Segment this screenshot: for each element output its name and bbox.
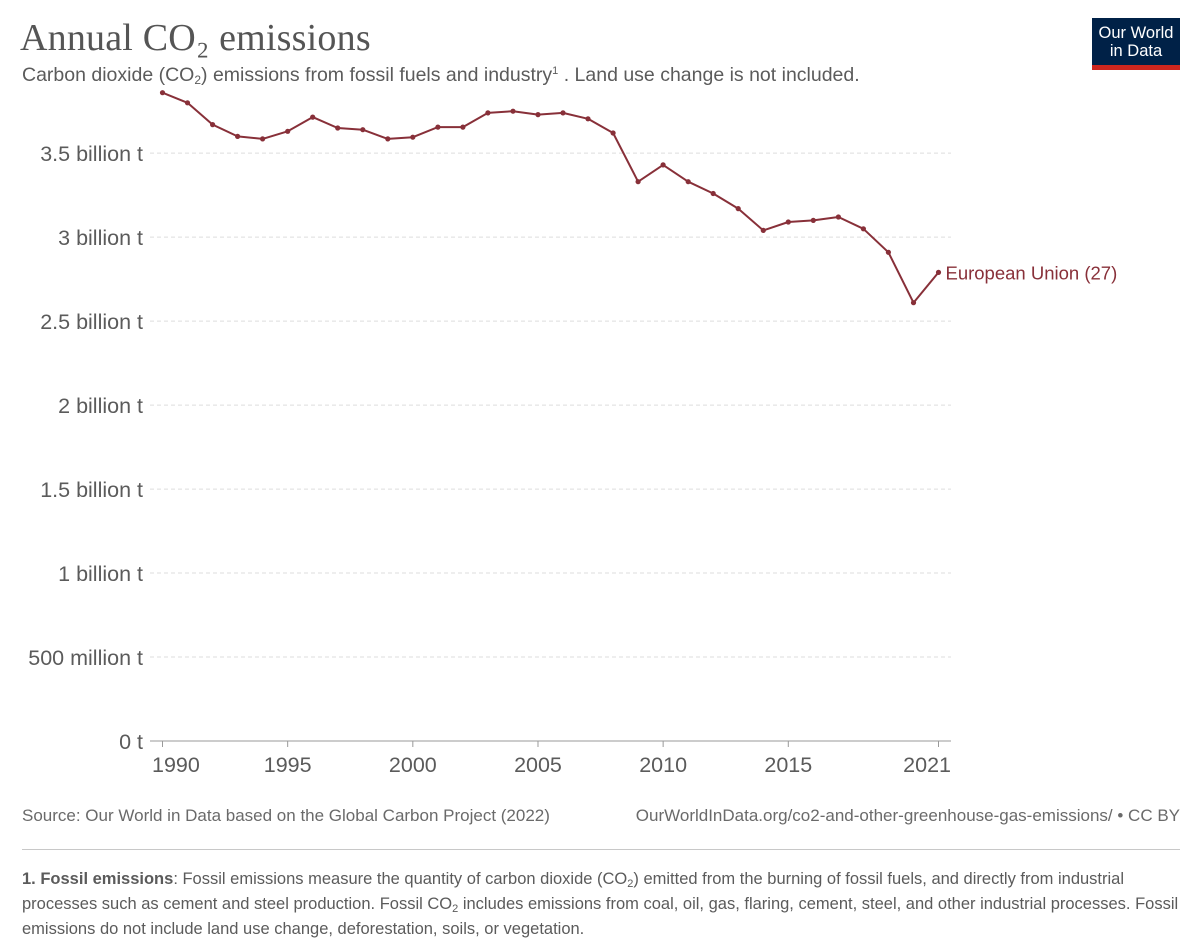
x-tick-label: 2021 bbox=[903, 753, 951, 777]
data-point bbox=[510, 108, 516, 114]
data-point bbox=[710, 190, 716, 197]
data-point bbox=[660, 162, 666, 168]
x-tick-label: 2010 bbox=[639, 753, 687, 777]
data-point bbox=[585, 116, 591, 122]
logo-accent-bar bbox=[1092, 65, 1180, 70]
owid-logo[interactable]: Our World in Data bbox=[1092, 18, 1180, 70]
data-point bbox=[184, 100, 191, 106]
subtitle-text: . Land use change is not included. bbox=[558, 64, 860, 86]
data-point bbox=[235, 133, 241, 139]
chart-title: Annual CO₂ emissions bbox=[20, 17, 371, 59]
data-point bbox=[360, 127, 366, 133]
gridlines bbox=[150, 152, 951, 658]
y-tick-label: 500 million t bbox=[28, 646, 143, 670]
footnote-text: includes emissions from coal, oil, gas, … bbox=[22, 895, 1179, 938]
series-line bbox=[162, 91, 940, 304]
line-chart: 0 t 500 million t 1 billion t 1.5 billion t… bbox=[28, 90, 1117, 777]
footnote-subscript: 2 bbox=[452, 903, 459, 915]
data-point bbox=[810, 217, 816, 223]
x-tick-label: 2005 bbox=[514, 753, 562, 777]
data-point bbox=[560, 110, 566, 116]
data-point bbox=[435, 124, 441, 130]
data-point bbox=[410, 134, 416, 140]
data-point bbox=[310, 114, 316, 120]
data-point bbox=[735, 206, 741, 212]
y-tick-label: 3 billion t bbox=[58, 226, 143, 250]
footnote-reference[interactable]: 1 bbox=[552, 65, 559, 77]
footnote-subscript: 2 bbox=[627, 878, 634, 890]
x-tick-label: 1990 bbox=[152, 753, 200, 777]
data-point bbox=[260, 136, 266, 142]
data-point bbox=[335, 125, 341, 131]
data-point bbox=[159, 90, 166, 96]
data-point bbox=[885, 249, 892, 255]
footer-divider bbox=[22, 849, 1180, 850]
data-point bbox=[760, 227, 766, 233]
y-tick-label: 1.5 billion t bbox=[40, 478, 143, 502]
y-tick-label: 3.5 billion t bbox=[40, 142, 143, 166]
data-point bbox=[535, 112, 541, 118]
y-tick-label: 0 t bbox=[119, 730, 143, 754]
data-point bbox=[610, 130, 616, 136]
y-tick-label: 2 billion t bbox=[58, 394, 143, 418]
axes: 0 t 500 million t 1 billion t 1.5 billion t… bbox=[28, 142, 951, 777]
data-point bbox=[685, 179, 691, 185]
footnote-label: 1. Fossil emissions bbox=[22, 870, 174, 888]
series-layer: European Union (27) bbox=[159, 90, 1117, 306]
x-tick-label: 2015 bbox=[764, 753, 812, 777]
x-tick-label: 1995 bbox=[264, 753, 312, 777]
data-point bbox=[835, 214, 842, 220]
data-point bbox=[385, 136, 391, 142]
data-point bbox=[935, 269, 942, 275]
chart-subtitle: Carbon dioxide (CO2) emissions from foss… bbox=[22, 64, 860, 87]
subtitle-text: ) emissions from fossil fuels and indust… bbox=[201, 64, 553, 86]
data-point bbox=[860, 226, 867, 232]
source-note: Source: Our World in Data based on the G… bbox=[22, 806, 550, 825]
footnote: 1. Fossil emissions: Fossil emissions me… bbox=[22, 869, 1182, 939]
y-tick-label: 1 billion t bbox=[58, 562, 143, 586]
data-point bbox=[285, 128, 291, 134]
data-point bbox=[785, 219, 791, 225]
footnote-text: ) emitted from the burning of fossil fue… bbox=[22, 870, 1125, 913]
data-point bbox=[460, 124, 466, 130]
data-point bbox=[210, 122, 216, 128]
subtitle-text: Carbon dioxide (CO bbox=[22, 64, 195, 86]
x-tick-label: 2000 bbox=[389, 753, 437, 777]
y-tick-label: 2.5 billion t bbox=[40, 310, 143, 334]
footnote-text: : Fossil emissions measure the quantity … bbox=[173, 870, 628, 888]
source-link[interactable]: OurWorldInData.org/co2-and-other-greenho… bbox=[635, 806, 1180, 825]
logo-line-1: Our World bbox=[1098, 24, 1174, 42]
logo-line-2: in Data bbox=[1109, 42, 1163, 60]
subtitle-subscript: 2 bbox=[194, 73, 202, 87]
series-label: European Union (27) bbox=[945, 262, 1117, 283]
data-point bbox=[910, 300, 917, 306]
data-point bbox=[635, 179, 641, 185]
data-point bbox=[485, 110, 491, 116]
